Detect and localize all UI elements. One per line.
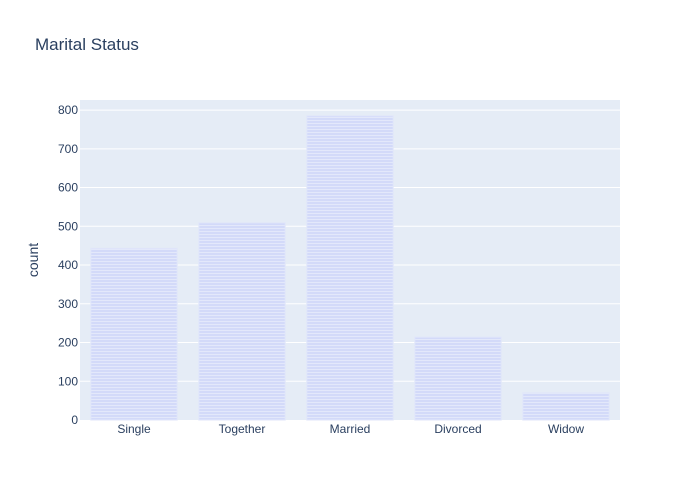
y-tick-label: 300	[58, 297, 78, 311]
bar-single	[90, 247, 178, 421]
y-tick-label: 800	[58, 103, 78, 117]
y-tick-label: 700	[58, 142, 78, 156]
y-tick-label: 0	[71, 413, 78, 427]
bar-together	[198, 222, 286, 421]
y-tick-label: 100	[58, 374, 78, 388]
y-tick-label: 500	[58, 219, 78, 233]
x-tick-label: Married	[330, 422, 371, 436]
x-tick-label: Widow	[548, 422, 584, 436]
bars	[90, 115, 610, 421]
x-tick-label: Single	[117, 422, 151, 436]
y-tick-label: 600	[58, 181, 78, 195]
bar-widow	[522, 392, 610, 421]
y-tick-label: 200	[58, 336, 78, 350]
bar-divorced	[414, 336, 502, 421]
y-axis-ticks: 0 100 200 300 400 500 600 700 800	[58, 103, 78, 427]
x-axis-ticks: Single Together Married Divorced Widow	[117, 422, 584, 436]
chart-title: Marital Status	[35, 35, 139, 54]
y-tick-label: 400	[58, 258, 78, 272]
y-axis-title: count	[25, 243, 41, 277]
x-tick-label: Divorced	[434, 422, 481, 436]
bar-married	[306, 115, 394, 421]
x-tick-label: Together	[219, 422, 266, 436]
